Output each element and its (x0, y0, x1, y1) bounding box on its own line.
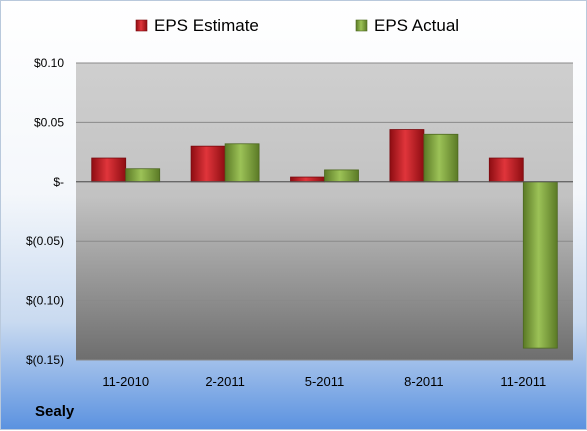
legend-label-actual: EPS Actual (374, 16, 459, 35)
legend-swatch-estimate (135, 19, 148, 32)
company-name: Sealy (35, 403, 75, 420)
eps-actual-bar-2-2011 (224, 143, 260, 183)
eps-actual-bar-11-2010 (125, 168, 161, 183)
y-tick-label: $(0.15) (26, 353, 64, 367)
y-tick-label: $(0.10) (26, 294, 64, 308)
legend-label-estimate: EPS Estimate (154, 16, 259, 35)
eps-actual-bar-8-2011 (423, 133, 459, 183)
eps-estimate-bar-8-2011 (389, 129, 425, 183)
x-tick-label: 11-2010 (102, 374, 149, 389)
x-tick-label: 8-2011 (404, 374, 444, 389)
y-tick-label: $(0.05) (26, 234, 64, 248)
x-tick-label: 11-2011 (500, 374, 546, 389)
eps-estimate-bar-2-2011 (190, 145, 226, 183)
eps-actual-bar-11-2011 (522, 181, 558, 349)
legend-swatch-actual (355, 19, 368, 32)
x-tick-label: 2-2011 (205, 374, 245, 389)
eps-estimate-bar-5-2011 (290, 176, 325, 183)
eps-actual-bar-5-2011 (324, 169, 359, 183)
plot-area (76, 63, 573, 360)
x-tick-label: 5-2011 (305, 374, 345, 389)
y-tick-label: $0.10 (34, 56, 64, 70)
eps-estimate-bar-11-2010 (91, 157, 127, 183)
y-tick-label: $0.05 (34, 115, 64, 129)
y-tick-label: $- (53, 175, 64, 189)
eps-estimate-bar-11-2011 (488, 157, 524, 183)
